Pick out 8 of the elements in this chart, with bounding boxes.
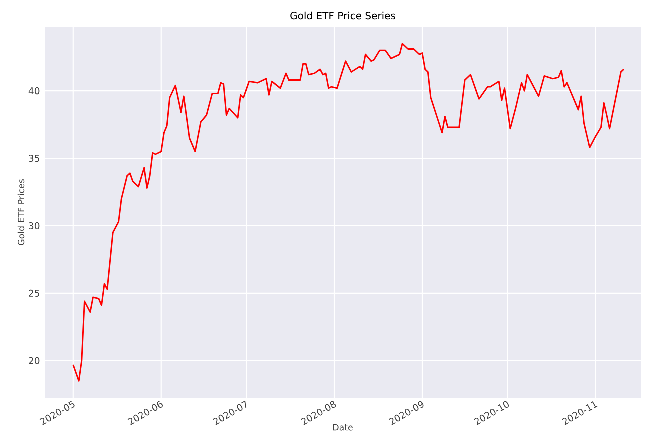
y-tick-label: 25 xyxy=(29,290,40,297)
y-axis-title: Gold ETF Prices xyxy=(18,180,25,246)
y-tick-label: 35 xyxy=(29,155,40,162)
y-tick-label: 40 xyxy=(28,88,40,95)
chart-title: Gold ETF Price Series xyxy=(290,12,396,20)
y-tick-label: 30 xyxy=(29,222,40,230)
y-tick-label: 20 xyxy=(29,357,40,364)
x-axis-title: Date xyxy=(334,424,353,431)
